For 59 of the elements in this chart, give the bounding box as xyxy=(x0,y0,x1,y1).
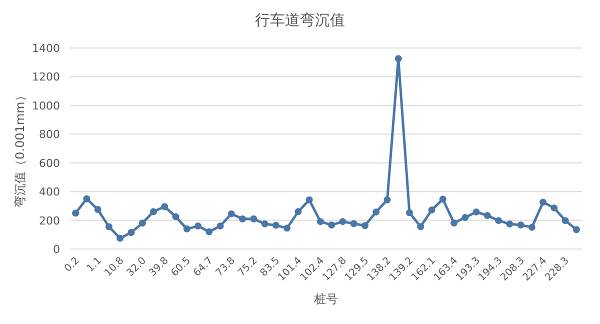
point xyxy=(517,222,524,229)
point xyxy=(439,196,446,203)
point xyxy=(562,217,569,224)
chart-title: 行车道弯沉值 xyxy=(255,11,345,29)
point xyxy=(116,234,124,242)
point xyxy=(161,203,168,210)
point xyxy=(450,220,458,227)
point xyxy=(328,222,336,229)
y-tick-label: 800 xyxy=(39,128,60,142)
point xyxy=(250,215,258,222)
point xyxy=(428,206,436,214)
point xyxy=(150,208,157,216)
point xyxy=(228,210,235,218)
point xyxy=(361,222,368,230)
point xyxy=(94,206,102,214)
point xyxy=(484,212,491,220)
point xyxy=(239,215,246,222)
point xyxy=(528,224,536,231)
point xyxy=(394,55,402,62)
y-tick-label: 1000 xyxy=(32,99,60,112)
point xyxy=(495,217,502,224)
point xyxy=(261,220,268,228)
point xyxy=(372,208,380,216)
point xyxy=(417,223,424,230)
y-tick-label: 600 xyxy=(39,156,60,170)
point xyxy=(206,228,213,236)
x-axis-title: 桩号 xyxy=(313,292,338,306)
point xyxy=(294,208,302,216)
point xyxy=(284,224,291,232)
point xyxy=(462,214,469,222)
point xyxy=(550,204,558,212)
y-tick-label: 200 xyxy=(39,214,60,228)
point xyxy=(105,223,112,230)
point xyxy=(316,218,324,226)
point xyxy=(339,218,346,226)
x-tick-label: 0.2 xyxy=(62,255,82,274)
point xyxy=(128,228,135,236)
point xyxy=(83,195,90,202)
point xyxy=(350,220,358,228)
y-tick-label: 0 xyxy=(53,243,60,256)
point xyxy=(172,213,180,220)
point xyxy=(384,196,391,204)
point xyxy=(138,220,146,227)
point xyxy=(216,222,224,230)
x-tick-label: 1.1 xyxy=(84,255,104,274)
y-tick-label: 400 xyxy=(39,186,60,199)
point xyxy=(406,209,413,216)
point xyxy=(306,196,313,204)
y-axis-title: 弯沉值（0.001mm） xyxy=(13,90,27,208)
point xyxy=(506,220,514,228)
point xyxy=(194,222,202,230)
y-tick-label: 1200 xyxy=(32,70,60,84)
point xyxy=(540,198,547,206)
point xyxy=(472,208,480,216)
point xyxy=(72,210,80,217)
y-tick-label: 1400 xyxy=(32,42,60,55)
point xyxy=(272,222,280,229)
point xyxy=(572,226,580,234)
point xyxy=(183,225,190,232)
